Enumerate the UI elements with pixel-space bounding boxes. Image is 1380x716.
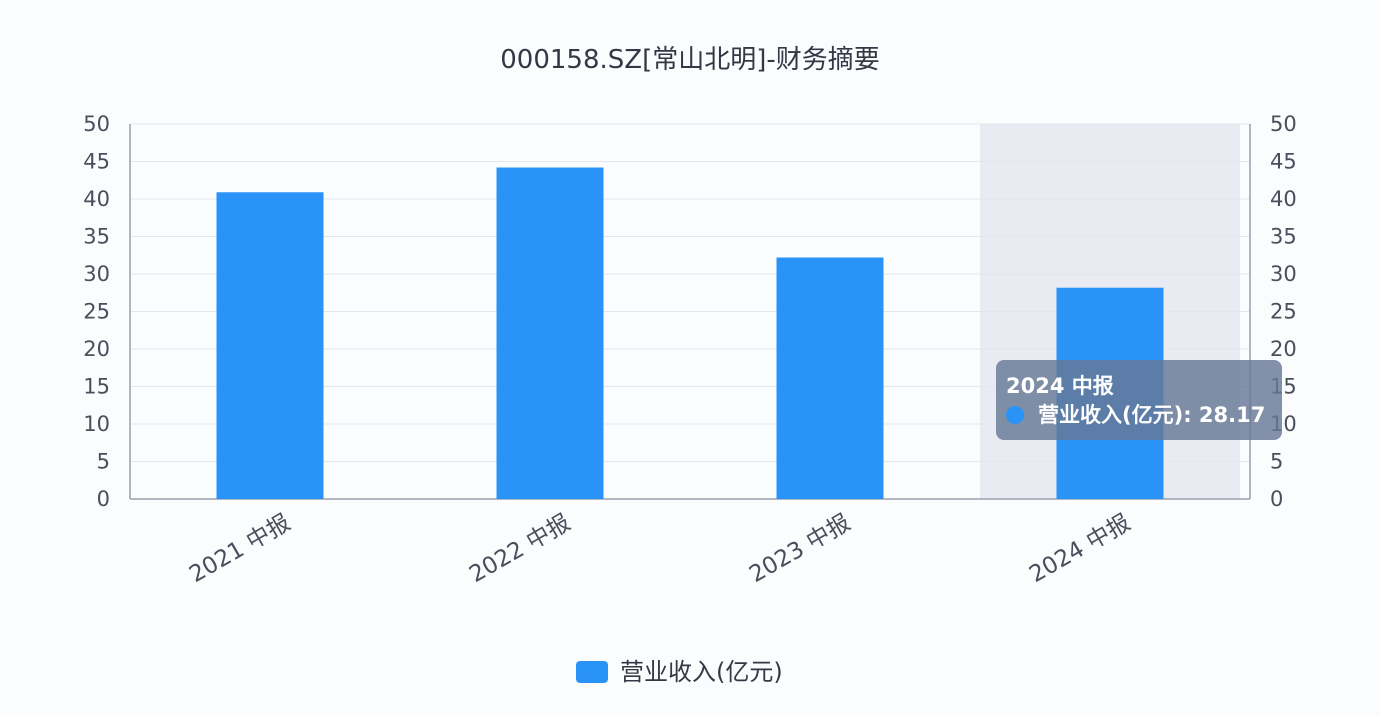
y-tick-label: 15 xyxy=(83,375,110,399)
y-tick-label: 45 xyxy=(83,150,110,174)
y-tick-label: 35 xyxy=(83,225,110,249)
y2-tick-label: 25 xyxy=(1270,300,1297,324)
y2-tick-label: 20 xyxy=(1270,337,1297,361)
y2-tick-label: 30 xyxy=(1270,262,1297,286)
x-tick-label: 2022 中报 xyxy=(465,510,575,588)
tooltip-series-label: 营业收入(亿元) xyxy=(1038,403,1184,427)
x-tick-label: 2021 中报 xyxy=(185,510,295,588)
y-tick-label: 5 xyxy=(97,450,110,474)
x-tick-label: 2023 中报 xyxy=(745,510,855,588)
y2-tick-label: 40 xyxy=(1270,187,1297,211)
bar-3[interactable] xyxy=(776,257,884,500)
legend[interactable]: 营业收入(亿元) xyxy=(576,658,783,686)
y2-tick-label: 35 xyxy=(1270,225,1297,249)
bar-2[interactable] xyxy=(496,167,604,500)
y-tick-label: 25 xyxy=(83,300,110,324)
tooltip: 2024 中报 营业收入(亿元): 28.17 xyxy=(996,360,1282,440)
tooltip-value: 28.17 xyxy=(1198,403,1266,427)
y-tick-label: 40 xyxy=(83,187,110,211)
y2-tick-label: 0 xyxy=(1270,487,1283,511)
y2-tick-label: 45 xyxy=(1270,150,1297,174)
y2-tick-label: 50 xyxy=(1270,112,1297,136)
x-tick-label: 2024 中报 xyxy=(1025,510,1135,588)
y-tick-label: 50 xyxy=(83,112,110,136)
bar-1[interactable] xyxy=(216,192,324,499)
tooltip-series-dot xyxy=(1006,406,1024,424)
y-tick-label: 20 xyxy=(83,337,110,361)
tooltip-separator: : xyxy=(1183,403,1199,427)
legend-swatch[interactable] xyxy=(576,661,608,683)
tooltip-row: 营业收入(亿元): 28.17 xyxy=(1006,400,1272,430)
y-tick-label: 30 xyxy=(83,262,110,286)
y-tick-label: 0 xyxy=(97,487,110,511)
legend-label[interactable]: 营业收入(亿元) xyxy=(620,658,783,686)
chart-title: 000158.SZ[常山北明]-财务摘要 xyxy=(500,45,880,75)
y2-tick-label: 5 xyxy=(1270,450,1283,474)
tooltip-title: 2024 中报 xyxy=(1006,374,1114,398)
y-tick-label: 10 xyxy=(83,412,110,436)
